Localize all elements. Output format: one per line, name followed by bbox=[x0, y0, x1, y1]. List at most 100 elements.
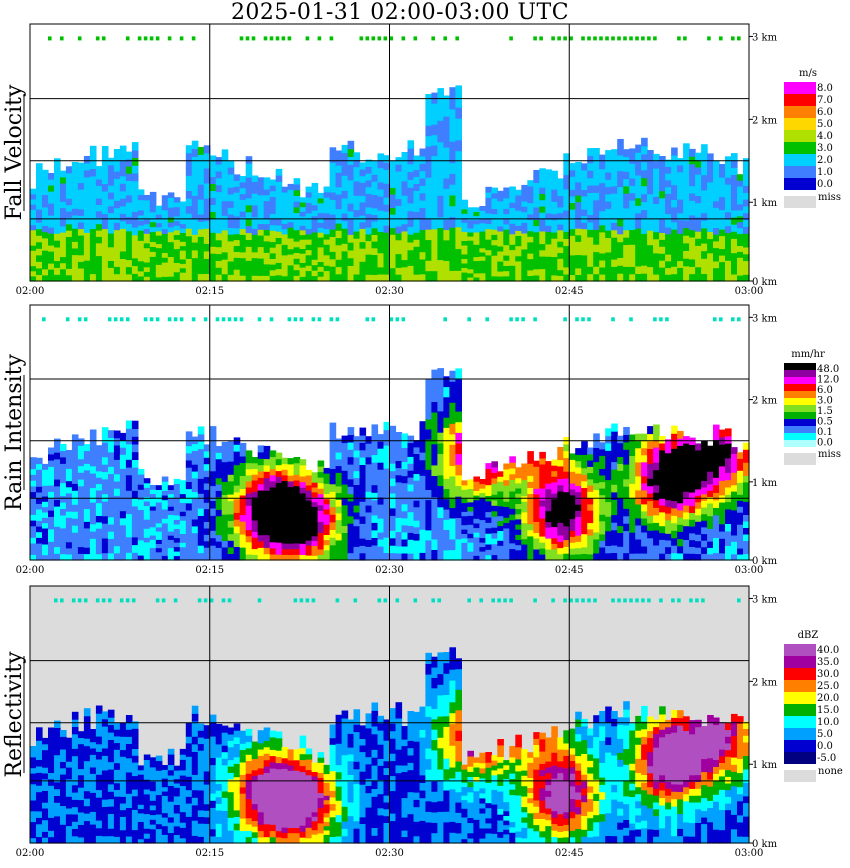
heatmap-cell bbox=[677, 253, 684, 262]
heatmap-cell bbox=[173, 248, 181, 254]
heatmap-cell bbox=[677, 240, 684, 248]
heatmap-cell bbox=[617, 470, 624, 478]
heatmap-cell bbox=[695, 209, 702, 218]
heatmap-cell bbox=[743, 449, 750, 457]
heatmap-cell bbox=[617, 532, 624, 540]
heatmap-cell bbox=[611, 537, 618, 546]
heatmap-cell bbox=[563, 553, 570, 561]
heatmap-cell bbox=[60, 207, 67, 215]
heatmap-cell bbox=[269, 450, 277, 458]
heatmap-cell bbox=[569, 241, 576, 249]
heatmap-cell bbox=[251, 257, 259, 265]
heatmap-cell bbox=[359, 537, 367, 546]
heatmap-cell bbox=[413, 553, 421, 561]
heatmap-cell bbox=[659, 156, 666, 164]
heatmap-cell bbox=[575, 479, 582, 486]
heatmap-cell bbox=[36, 548, 43, 555]
heatmap-cell bbox=[149, 555, 157, 561]
heatmap-cell bbox=[287, 514, 295, 521]
heatmap-cell bbox=[575, 448, 582, 455]
heatmap-cell bbox=[65, 198, 73, 206]
heatmap-cell bbox=[203, 228, 211, 237]
heatmap-cell bbox=[425, 418, 432, 430]
heatmap-cell bbox=[161, 791, 169, 796]
heatmap-cell bbox=[245, 190, 253, 199]
heatmap-cell bbox=[317, 477, 325, 484]
heatmap-cell bbox=[119, 243, 127, 252]
heatmap-cell bbox=[48, 221, 55, 228]
heatmap-cell bbox=[113, 809, 121, 817]
heatmap-cell bbox=[449, 130, 456, 142]
heatmap-cell bbox=[683, 265, 690, 274]
heatmap-cell bbox=[635, 524, 642, 533]
heatmap-cell bbox=[647, 485, 654, 494]
heatmap-cell bbox=[119, 736, 127, 744]
heatmap-cell bbox=[665, 472, 672, 481]
heatmap-cell bbox=[167, 207, 175, 213]
heatmap-cell bbox=[36, 740, 43, 748]
heatmap-cell bbox=[353, 180, 361, 189]
heatmap-cell bbox=[305, 530, 313, 536]
heatmap-cell bbox=[299, 515, 307, 522]
heatmap-cell bbox=[497, 505, 504, 512]
heatmap-cell bbox=[689, 192, 696, 201]
noise-speckle bbox=[227, 317, 232, 322]
heatmap-cell bbox=[455, 474, 462, 487]
heatmap-cell bbox=[641, 249, 648, 258]
heatmap-cell bbox=[401, 252, 409, 261]
heatmap-cell bbox=[161, 812, 169, 818]
heatmap-cell bbox=[707, 496, 714, 504]
heatmap-cell bbox=[329, 191, 337, 200]
legend-level: 3.0 bbox=[817, 143, 833, 154]
noise-speckle bbox=[371, 36, 376, 41]
heatmap-cell bbox=[215, 191, 223, 199]
heatmap-cell bbox=[131, 816, 139, 824]
heatmap-cell bbox=[563, 153, 570, 161]
heatmap-cell bbox=[113, 193, 121, 201]
heatmap-cell bbox=[185, 524, 193, 532]
heatmap-cell bbox=[155, 226, 163, 232]
heatmap-cell bbox=[323, 275, 331, 282]
heatmap-cell bbox=[719, 203, 726, 211]
heatmap-cell bbox=[707, 203, 714, 211]
heatmap-cell bbox=[695, 202, 702, 211]
heatmap-cell bbox=[407, 456, 415, 464]
heatmap-cell bbox=[179, 232, 187, 238]
heatmap-cell bbox=[263, 483, 271, 491]
heatmap-cell bbox=[329, 529, 337, 538]
heatmap-cell bbox=[407, 518, 415, 526]
heatmap-cell bbox=[287, 275, 295, 282]
heatmap-cell bbox=[575, 168, 582, 176]
heatmap-cell bbox=[60, 456, 67, 464]
heatmap-cell bbox=[371, 221, 379, 229]
heatmap-cell bbox=[107, 754, 115, 763]
heatmap-cell bbox=[659, 442, 666, 451]
heatmap-cell bbox=[377, 462, 385, 470]
heatmap-cell bbox=[455, 139, 462, 152]
heatmap-cell bbox=[521, 217, 528, 223]
heatmap-cell bbox=[629, 258, 636, 267]
heatmap-cell bbox=[101, 266, 109, 275]
heatmap-cell bbox=[353, 266, 361, 275]
heatmap-cell bbox=[371, 424, 379, 433]
heatmap-cell bbox=[257, 483, 265, 491]
heatmap-cell bbox=[509, 467, 516, 475]
heatmap-cell bbox=[30, 199, 37, 205]
heatmap-cell bbox=[515, 487, 522, 494]
heatmap-cell bbox=[155, 833, 163, 839]
heatmap-cell bbox=[671, 154, 678, 163]
heatmap-cell bbox=[131, 157, 139, 166]
heatmap-cell bbox=[107, 732, 115, 740]
heatmap-cell bbox=[77, 546, 85, 554]
heatmap-cell bbox=[683, 143, 690, 152]
heatmap-cell bbox=[719, 480, 726, 489]
heatmap-cell bbox=[359, 274, 367, 282]
heatmap-cell bbox=[77, 195, 85, 203]
heatmap-cell bbox=[653, 168, 660, 176]
heatmap-cell bbox=[149, 809, 157, 816]
heatmap-cell bbox=[257, 540, 265, 548]
heatmap-cell bbox=[401, 531, 409, 540]
heatmap-cell bbox=[77, 731, 85, 738]
heatmap-cell bbox=[221, 507, 229, 515]
heatmap-cell bbox=[71, 518, 79, 526]
